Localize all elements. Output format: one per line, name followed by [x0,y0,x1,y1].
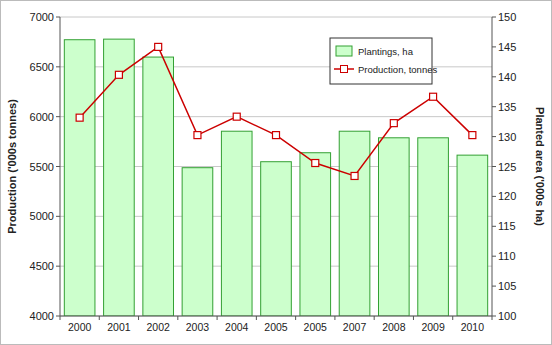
y-tick [56,17,60,18]
y2-tick-label: 135 [498,101,516,113]
y2-tick-label: 150 [498,11,516,23]
marker [469,132,476,139]
legend-marker [341,66,348,73]
y2-tick-label: 115 [498,220,516,232]
y2-tick [492,316,496,317]
marker [273,132,280,139]
y-tick-label: 5000 [30,210,54,222]
y2-tick [492,196,496,197]
bar [300,153,331,316]
marker [76,114,83,121]
y-tick [56,316,60,317]
y2-tick [492,286,496,287]
bar [64,40,95,316]
y2-tick-label: 125 [498,161,516,173]
x-axis [60,316,492,317]
marker [312,160,319,167]
y2-tick-label: 120 [498,190,516,202]
y2-tick [492,106,496,107]
frame [1,1,552,345]
chart: 4000 4500 5000 5500 6000 6500 7000 100 105 110 115… [0,0,552,345]
marker [351,172,358,179]
marker [115,71,122,78]
x-tick-label: 2000 [68,321,92,333]
y-tick-label: 5500 [30,161,54,173]
y2-tick-label: 105 [498,280,516,292]
marker [430,93,437,100]
bar [104,39,135,316]
y2-tick-label: 110 [498,250,516,262]
y-tick [56,66,60,67]
marker [390,120,397,127]
y2-tick-label: 130 [498,131,516,143]
y-tick [56,166,60,167]
legend: Plantings, ha Production, tonnes [330,38,437,84]
x-tick-label: 2009 [421,321,445,333]
y-tick-label: 4000 [30,310,54,322]
x-tick-label: 2003 [186,321,210,333]
bar [221,131,252,316]
y2-axis-title: Planted area ('000s ha) [534,107,546,226]
bar [339,131,370,316]
y2-tick [492,17,496,18]
line [80,47,473,176]
x-tick-label: 2004 [225,321,249,333]
y-tick [56,266,60,267]
x-tick-label: 2010 [461,321,485,333]
y2-tick [492,166,496,167]
marker [155,43,162,50]
y-tick-label: 6500 [30,61,54,73]
x-tick [60,316,61,320]
x-tick [334,316,335,320]
y2-tick [492,46,496,47]
y2-tick [492,136,496,137]
y-axis-title: Production ('000s tonnes) [6,99,18,234]
x-tick [374,316,375,320]
x-tick [138,316,139,320]
marker [233,113,240,120]
legend-label: Plantings, ha [358,46,414,57]
legend-swatch [336,46,352,56]
x-tick [256,316,257,320]
y-tick-label: 4500 [30,260,54,272]
bar [457,155,488,316]
x-tick [217,316,218,320]
bar [379,138,410,316]
grid-line [60,316,492,317]
x-tick [452,316,453,320]
y-tick-label: 7000 [30,11,54,23]
y-tick [56,216,60,217]
y-tick [56,116,60,117]
x-tick [492,316,493,320]
y2-tick [492,256,496,257]
y2-tick-label: 100 [498,310,516,322]
legend-label: Production, tonnes [358,64,437,75]
x-tick [413,316,414,320]
y2-tick [492,76,496,77]
y2-tick-label: 145 [498,41,516,53]
grid-line [60,17,492,18]
y-tick-label: 6000 [30,111,54,123]
legend-box [330,38,432,84]
x-tick [295,316,296,320]
bar [418,138,449,316]
x-tick-label: 2008 [382,321,406,333]
x-tick [177,316,178,320]
x-tick [99,316,100,320]
x-tick-label: 2005 [264,321,288,333]
y2-tick-label: 140 [498,71,516,83]
bar [143,57,174,316]
y2-tick [492,226,496,227]
x-tick-label: 2001 [107,321,131,333]
bar [261,162,292,316]
bar [182,168,213,316]
x-tick-label: 2007 [343,321,367,333]
x-tick-label: 2002 [147,321,171,333]
marker [194,132,201,139]
x-tick-label: 2005 [304,321,328,333]
